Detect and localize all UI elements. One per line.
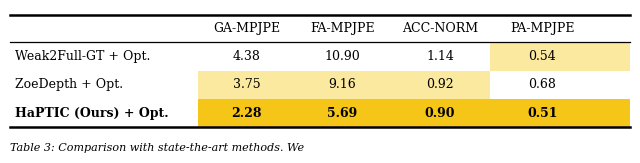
Text: 9.16: 9.16 <box>328 78 356 91</box>
Text: ACC-NORM: ACC-NORM <box>402 22 478 35</box>
Text: 0.54: 0.54 <box>529 50 556 63</box>
Text: 0.90: 0.90 <box>425 106 455 119</box>
Bar <box>294 71 390 99</box>
Bar <box>490 42 630 71</box>
Text: Weak2Full-GT + Opt.: Weak2Full-GT + Opt. <box>15 50 150 63</box>
Bar <box>390 71 490 99</box>
Text: GA-MPJPE: GA-MPJPE <box>213 22 280 35</box>
Text: 4.38: 4.38 <box>232 50 260 63</box>
Text: 0.51: 0.51 <box>527 106 557 119</box>
Text: 3.75: 3.75 <box>232 78 260 91</box>
Bar <box>198 99 294 127</box>
Text: PA-MPJPE: PA-MPJPE <box>510 22 575 35</box>
Text: Table 3: Comparison with state-the-art methods. We: Table 3: Comparison with state-the-art m… <box>10 143 304 153</box>
Bar <box>390 99 490 127</box>
Text: 0.92: 0.92 <box>426 78 454 91</box>
Text: HaPTIC (Ours) + Opt.: HaPTIC (Ours) + Opt. <box>15 106 168 119</box>
Bar <box>294 99 390 127</box>
Text: 10.90: 10.90 <box>324 50 360 63</box>
Bar <box>490 99 630 127</box>
Text: FA-MPJPE: FA-MPJPE <box>310 22 374 35</box>
Text: 5.69: 5.69 <box>327 106 358 119</box>
Text: 0.68: 0.68 <box>529 78 556 91</box>
Text: 1.14: 1.14 <box>426 50 454 63</box>
Text: 2.28: 2.28 <box>231 106 262 119</box>
Bar <box>198 71 294 99</box>
Text: ZoeDepth + Opt.: ZoeDepth + Opt. <box>15 78 123 91</box>
